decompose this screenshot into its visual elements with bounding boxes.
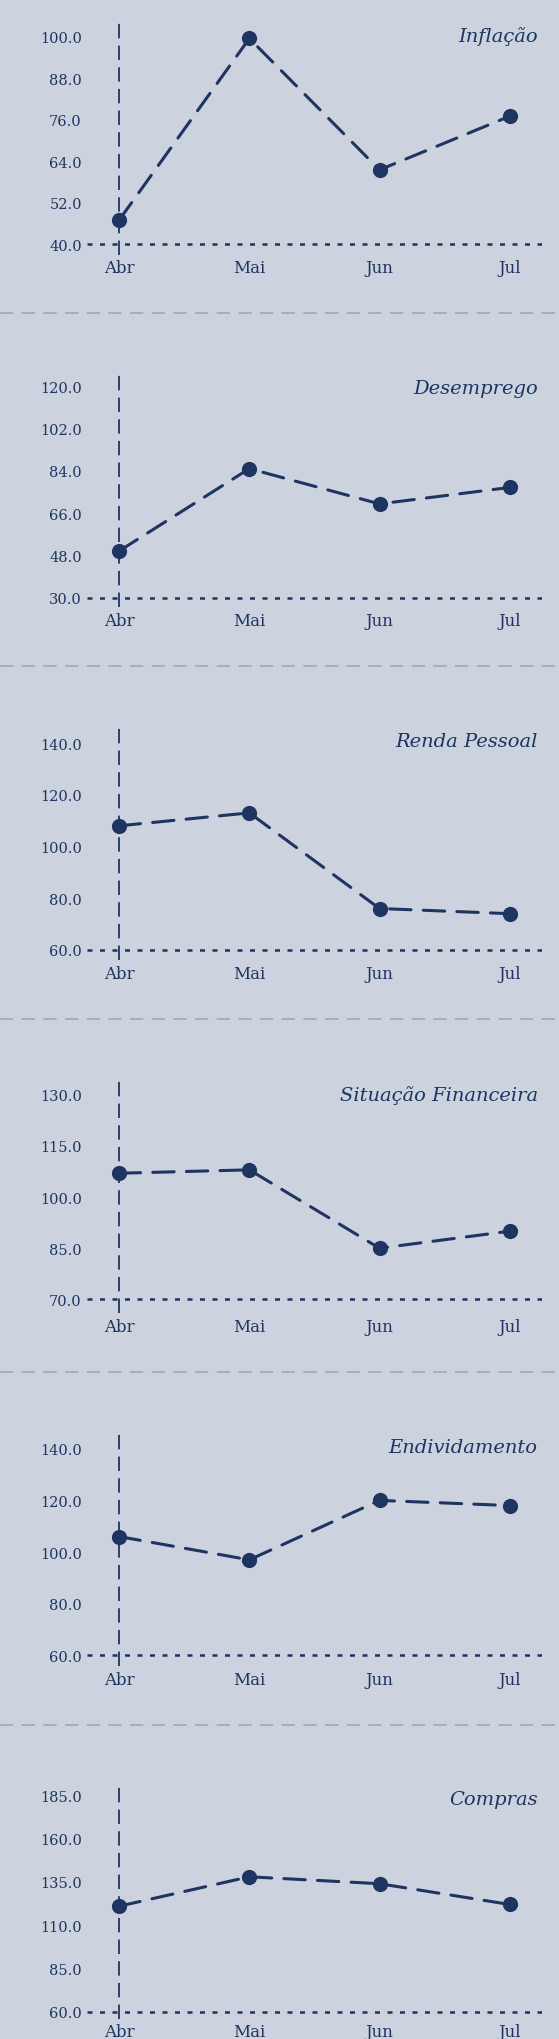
Point [375,1868,384,1900]
Point [505,1215,514,1248]
Text: Renda Pessoal: Renda Pessoal [395,732,538,750]
Text: Compras: Compras [449,1790,538,1809]
Point [375,489,384,522]
Point [375,1232,384,1264]
Point [505,100,514,133]
Point [115,1521,124,1554]
Point [115,1890,124,1923]
Point [375,155,384,188]
Point [505,897,514,930]
Point [375,1484,384,1517]
Point [115,204,124,237]
Point [115,809,124,842]
Point [245,22,254,55]
Point [245,1544,254,1576]
Point [245,797,254,830]
Point [245,1154,254,1187]
Point [115,536,124,569]
Point [505,1491,514,1523]
Text: Inflação: Inflação [458,27,538,47]
Point [245,453,254,485]
Point [245,1860,254,1892]
Point [505,471,514,504]
Text: Desemprego: Desemprego [413,379,538,398]
Text: Situação Financeira: Situação Financeira [339,1085,538,1105]
Point [115,1158,124,1191]
Point [375,893,384,926]
Text: Endividamento: Endividamento [389,1437,538,1456]
Point [505,1888,514,1921]
